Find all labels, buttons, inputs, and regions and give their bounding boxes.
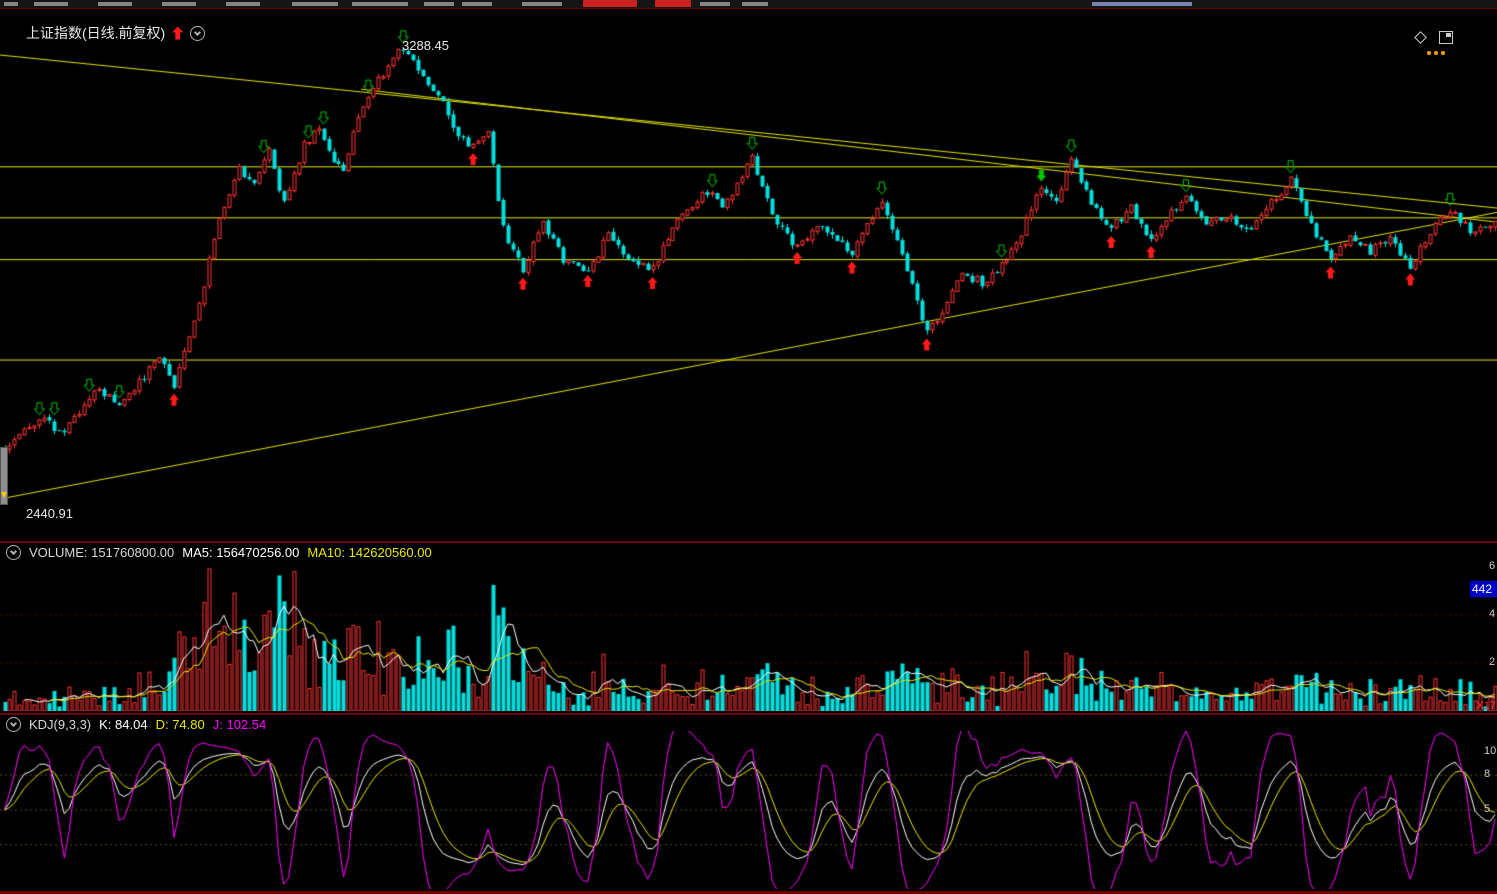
trend-up-arrow-icon — [172, 26, 184, 40]
volume-axis-tick: 6 — [1489, 560, 1496, 572]
toolbar-item-fragment[interactable] — [292, 2, 338, 6]
volume-value-label: VOLUME: 151760800.00 — [29, 545, 175, 560]
collapse-chevron-icon[interactable] — [190, 25, 206, 41]
volume-panel: VOLUME: 151760800.00 MA5: 156470256.00 M… — [0, 543, 1497, 713]
diamond-icon[interactable] — [1414, 31, 1427, 44]
kdj-d-label: D: 74.80 — [155, 717, 205, 732]
toolbar-red-button[interactable] — [655, 0, 691, 7]
top-toolbar[interactable] — [0, 0, 1497, 9]
kdj-chart-canvas[interactable] — [0, 731, 1497, 889]
low-price-label: 2440.91 — [26, 506, 73, 521]
toolbar-item-fragment[interactable] — [742, 2, 768, 6]
main-chart-panel: 上证指数(日线.前复权) 3288.45 2440.91 — [0, 9, 1497, 541]
toolbar-red-button[interactable] — [583, 0, 637, 7]
volume-axis-tick: 4 — [1489, 608, 1496, 620]
kdj-header: KDJ(9,3,3) K: 84.04 D: 74.80 J: 102.54 — [6, 717, 266, 732]
candlestick-chart-canvas[interactable] — [0, 9, 1497, 541]
kdj-axis-tick: 5 — [1484, 803, 1491, 815]
panel-divider[interactable] — [0, 541, 1497, 543]
kdj-j-label: J: 102.54 — [212, 717, 267, 732]
toolbar-item-fragment[interactable] — [226, 2, 260, 6]
panel-divider[interactable] — [0, 713, 1497, 715]
toolbar-item-fragment[interactable] — [162, 2, 196, 6]
volume-scale-unit-label: X17 — [1476, 700, 1496, 712]
toolbar-item-fragment[interactable] — [4, 2, 18, 6]
toolbar-item-fragment[interactable] — [522, 2, 562, 6]
kdj-collapse-chevron-icon[interactable] — [6, 717, 21, 732]
volume-ma10-label: MA10: 142620560.00 — [307, 545, 432, 560]
volume-chart-canvas[interactable] — [0, 563, 1497, 711]
kdj-axis-tick: 10 — [1484, 745, 1497, 757]
kdj-indicator-label: KDJ(9,3,3) — [29, 717, 92, 732]
pane-splitter-handle[interactable] — [0, 447, 8, 505]
peak-price-label: 3288.45 — [402, 38, 449, 53]
volume-ma5-label: MA5: 156470256.00 — [182, 545, 300, 560]
toolbar-item-fragment[interactable] — [462, 2, 492, 6]
toolbar-item-fragment[interactable] — [700, 2, 730, 6]
kdj-axis-tick: 8 — [1484, 768, 1491, 780]
toolbar-item-fragment[interactable] — [98, 2, 132, 6]
kdj-k-label: K: 84.04 — [99, 717, 148, 732]
chart-corner-icons — [1414, 31, 1453, 44]
volume-header: VOLUME: 151760800.00 MA5: 156470256.00 M… — [6, 545, 432, 560]
toolbar-item-fragment[interactable] — [352, 2, 408, 6]
toolbar-item-fragment[interactable] — [34, 2, 68, 6]
volume-collapse-chevron-icon[interactable] — [6, 545, 21, 560]
volume-axis-tick: 2 — [1489, 656, 1496, 668]
toolbar-item-fragment[interactable] — [424, 2, 454, 6]
window-icon[interactable] — [1439, 31, 1453, 44]
toolbar-item-fragment[interactable] — [1092, 2, 1192, 6]
volume-axis-badge: 442 — [1470, 581, 1497, 597]
chart-title: 上证指数(日线.前复权) — [26, 25, 166, 41]
chart-header: 上证指数(日线.前复权) — [26, 23, 206, 43]
splitter-arrow-icon — [1, 492, 7, 498]
kdj-panel: KDJ(9,3,3) K: 84.04 D: 74.80 J: 102.54 1… — [0, 715, 1497, 891]
bottom-border — [0, 891, 1497, 894]
more-options-dots-icon[interactable] — [1427, 51, 1445, 55]
